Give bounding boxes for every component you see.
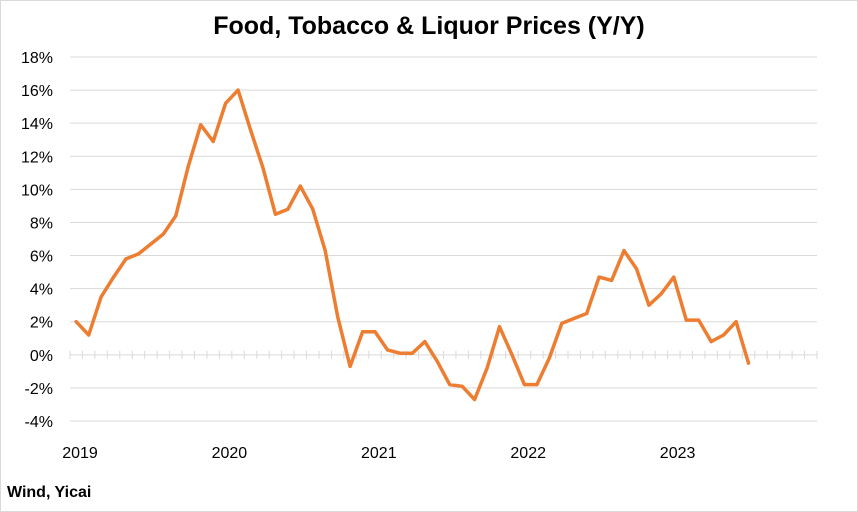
data-point	[734, 320, 738, 324]
data-point	[286, 207, 290, 211]
data-point	[199, 123, 203, 127]
data-point	[373, 330, 377, 334]
y-tick-label: 12%	[21, 149, 53, 166]
data-point	[323, 248, 327, 253]
data-point	[99, 295, 103, 299]
data-point	[435, 359, 439, 364]
data-point	[336, 315, 340, 319]
data-point	[597, 275, 601, 279]
source-note: Wind, Yicai	[7, 484, 92, 501]
data-point	[585, 311, 589, 316]
data-point	[111, 275, 116, 279]
data-point	[448, 383, 452, 387]
data-point	[248, 128, 253, 132]
series-group	[74, 88, 751, 402]
y-tick-label: 16%	[21, 83, 53, 100]
data-point	[659, 292, 663, 296]
x-tick-label: 2020	[212, 445, 248, 462]
data-point	[460, 384, 464, 388]
data-point	[149, 242, 153, 246]
data-point	[473, 397, 477, 402]
y-tick-label: 0%	[30, 348, 53, 365]
data-point	[186, 164, 190, 168]
y-tick-label: 8%	[30, 215, 53, 232]
x-tick-label: 2019	[62, 445, 98, 462]
data-point	[622, 248, 626, 253]
data-point	[161, 232, 165, 236]
x-tick-label: 2021	[361, 445, 397, 462]
data-point	[410, 351, 414, 355]
data-point	[709, 339, 713, 344]
data-point	[298, 184, 302, 188]
data-point	[398, 351, 402, 355]
data-point	[547, 356, 551, 360]
data-point	[236, 88, 240, 92]
data-point	[174, 214, 178, 218]
y-tick-label: 14%	[21, 116, 53, 133]
data-point	[535, 383, 539, 387]
y-tick-label: 10%	[21, 182, 53, 199]
data-point	[385, 348, 390, 352]
data-point	[87, 333, 91, 337]
x-axis-tick-labels: 2019 2020 2021 2022 2023	[62, 445, 695, 462]
data-point	[136, 252, 141, 256]
y-tick-label: 6%	[30, 249, 53, 266]
y-tick-label: 18%	[21, 50, 53, 67]
y-tick-label: -4%	[25, 414, 53, 431]
data-point	[647, 303, 651, 307]
data-point	[360, 330, 365, 334]
data-point	[273, 212, 278, 216]
data-point	[522, 383, 527, 387]
y-tick-label: -2%	[25, 381, 53, 398]
data-point	[74, 320, 78, 324]
data-point	[672, 275, 676, 279]
data-point	[224, 101, 228, 105]
y-tick-label: 2%	[30, 315, 53, 332]
data-point	[510, 353, 514, 357]
data-point	[485, 366, 489, 370]
data-point	[497, 325, 502, 329]
data-point	[634, 267, 639, 271]
data-point	[261, 166, 265, 170]
data-point	[124, 257, 128, 261]
data-point	[684, 318, 688, 322]
data-point	[697, 318, 701, 322]
data-point	[722, 333, 726, 337]
chart-title: Food, Tobacco & Liquor Prices (Y/Y)	[213, 12, 645, 40]
gridlines	[70, 56, 817, 422]
data-point	[572, 316, 576, 321]
data-point	[211, 139, 215, 143]
data-point	[609, 278, 614, 282]
data-point	[423, 339, 427, 344]
data-point	[746, 361, 751, 365]
data-point	[560, 321, 564, 325]
y-tick-label: 4%	[30, 282, 53, 299]
data-point	[311, 207, 315, 211]
x-tick-label: 2022	[510, 445, 546, 462]
x-tick-label: 2023	[660, 445, 696, 462]
y-axis-tick-labels: -4% -2% 0% 2% 4% 6% 8% 10% 12% 14% 16% 18%	[21, 50, 53, 431]
x-axis	[69, 350, 818, 359]
data-point	[348, 364, 352, 368]
